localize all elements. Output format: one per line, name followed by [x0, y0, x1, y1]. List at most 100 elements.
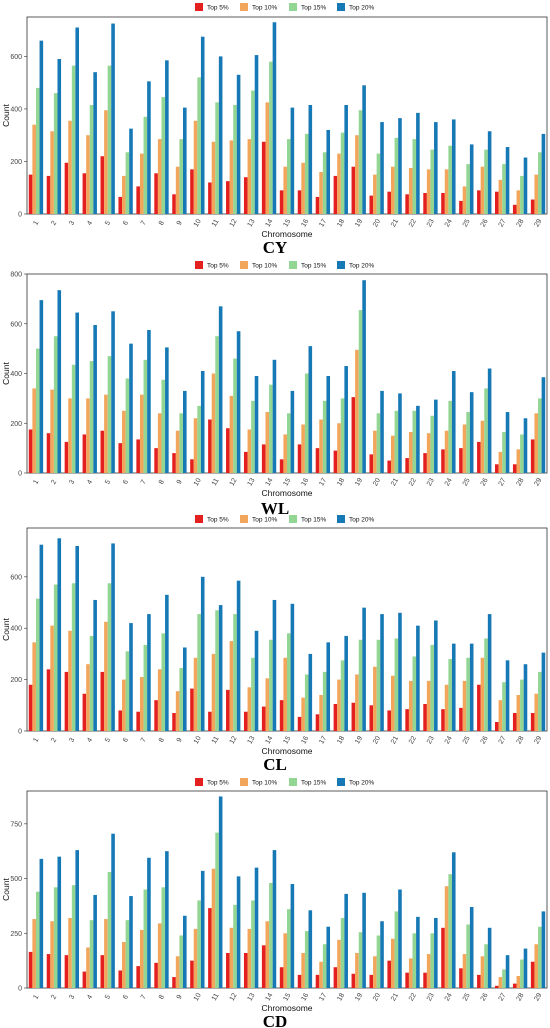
bar: [405, 972, 409, 988]
bar: [451, 119, 456, 214]
legend-swatch: [240, 515, 248, 523]
bar: [412, 656, 417, 731]
legend-label: Top 5%: [207, 517, 229, 524]
bar: [32, 124, 36, 214]
bar: [480, 956, 485, 988]
bar: [444, 169, 449, 214]
bar: [57, 538, 62, 731]
bar: [405, 709, 409, 731]
bar: [251, 90, 255, 214]
bar: [448, 400, 452, 473]
x-tick-label: 16: [300, 992, 310, 1002]
bar: [104, 621, 108, 731]
bar: [93, 72, 97, 214]
bar: [208, 419, 212, 473]
bar: [75, 545, 79, 731]
x-tick-label: 10: [193, 992, 203, 1002]
bar: [68, 398, 72, 473]
bar: [86, 947, 90, 988]
bar: [412, 933, 417, 988]
bar: [200, 870, 205, 988]
y-tick-label: 600: [10, 321, 22, 328]
bar: [118, 970, 123, 988]
bar: [290, 884, 295, 988]
bar: [297, 444, 302, 473]
bar: [233, 614, 237, 731]
x-tick-label: 28: [516, 735, 526, 745]
bar: [229, 927, 234, 988]
bar: [147, 81, 151, 214]
bar: [122, 410, 126, 473]
bar: [157, 669, 162, 731]
x-tick-label: 6: [122, 737, 130, 744]
bar: [287, 139, 291, 214]
bar: [441, 709, 445, 731]
bar: [35, 348, 40, 473]
bar: [243, 177, 248, 214]
x-tick-label: 23: [426, 992, 436, 1002]
bar: [200, 576, 205, 731]
bar: [35, 891, 40, 988]
bar: [344, 366, 348, 473]
x-tick-label: 11: [211, 218, 221, 228]
x-tick-label: 7: [140, 479, 148, 486]
panel-label: CL: [263, 755, 287, 774]
x-tick-label: 14: [265, 477, 275, 487]
bar: [315, 448, 320, 473]
bar: [35, 598, 40, 731]
legend-label: Top 20%: [349, 517, 375, 524]
bar: [416, 625, 420, 731]
x-tick-label: 24: [444, 735, 454, 745]
bar: [387, 710, 391, 731]
y-tick-label: 0: [18, 986, 22, 993]
bar: [516, 695, 521, 731]
bar: [326, 926, 331, 988]
bar: [175, 691, 180, 731]
bar: [172, 977, 176, 988]
bar: [218, 605, 223, 731]
bar: [154, 173, 158, 214]
bar: [215, 102, 219, 214]
bar: [172, 194, 176, 214]
bar: [86, 135, 90, 214]
bar: [448, 874, 452, 988]
x-axis-title: Chromosome: [261, 1003, 312, 1013]
bar: [541, 133, 546, 214]
bar: [484, 388, 488, 473]
bar: [340, 917, 345, 988]
bar: [279, 967, 284, 988]
bar: [129, 623, 133, 731]
bar: [373, 666, 377, 731]
bar: [143, 644, 148, 731]
bar: [129, 343, 133, 473]
bar: [200, 371, 205, 473]
x-tick-label: 12: [229, 477, 239, 487]
bar: [57, 856, 62, 988]
bar: [57, 290, 62, 473]
x-axis-title: Chromosome: [261, 229, 312, 239]
bar: [165, 347, 169, 473]
x-tick-label: 9: [176, 994, 184, 1001]
bar: [301, 162, 305, 214]
bar: [218, 306, 223, 473]
bar: [380, 122, 384, 214]
x-tick-label: 4: [86, 737, 94, 744]
bar: [125, 920, 130, 988]
bar: [175, 430, 180, 473]
bar: [326, 642, 331, 731]
x-tick-label: 14: [265, 218, 275, 228]
y-tick-label: 200: [10, 677, 22, 684]
bar: [530, 961, 535, 988]
bar: [434, 620, 438, 731]
bar: [107, 583, 112, 731]
x-tick-label: 5: [104, 220, 112, 227]
bar: [358, 932, 363, 988]
bar: [247, 139, 252, 214]
bar: [183, 647, 187, 731]
bar: [426, 680, 431, 731]
bar: [351, 702, 356, 731]
bar: [333, 967, 338, 988]
bar: [358, 310, 363, 473]
x-tick-label: 16: [300, 218, 310, 228]
bar: [477, 441, 481, 473]
